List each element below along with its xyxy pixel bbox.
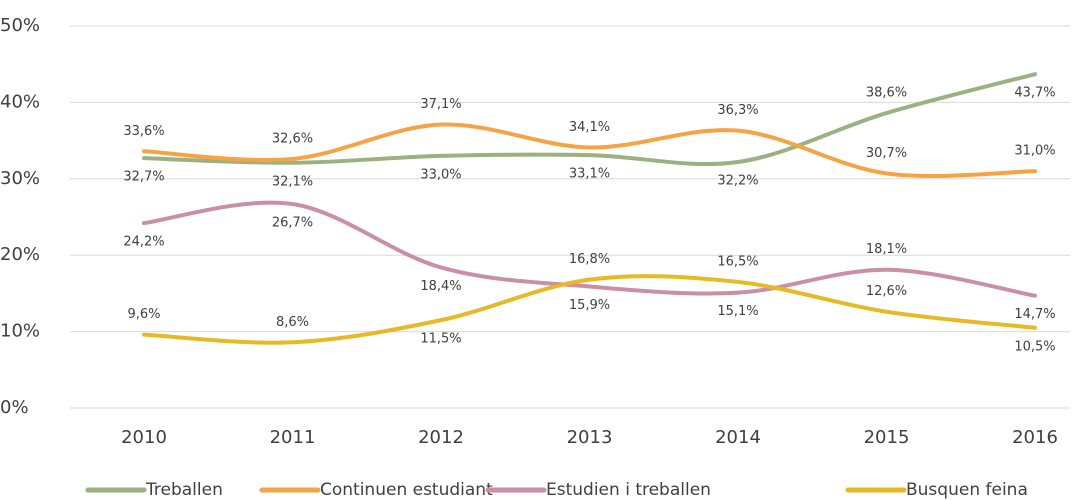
y-tick-label: 40% xyxy=(0,91,40,112)
data-label: 10,5% xyxy=(1014,339,1055,354)
y-tick-label: 30% xyxy=(0,168,40,189)
data-label: 32,6% xyxy=(272,131,313,146)
data-label: 18,1% xyxy=(866,242,907,257)
x-tick-label: 2011 xyxy=(270,427,316,448)
data-label: 32,2% xyxy=(717,173,758,188)
y-tick-label: 10% xyxy=(0,321,40,342)
data-label: 24,2% xyxy=(123,235,164,250)
data-label: 16,5% xyxy=(717,254,758,269)
x-tick-label: 2015 xyxy=(864,427,910,448)
data-label: 34,1% xyxy=(569,120,610,135)
data-label: 33,0% xyxy=(420,167,461,182)
legend-label: Continuen estudiant xyxy=(320,480,493,500)
data-label: 26,7% xyxy=(272,216,313,231)
legend-label: Treballen xyxy=(145,480,223,500)
data-label: 37,1% xyxy=(420,97,461,112)
data-label: 31,0% xyxy=(1014,144,1055,159)
data-label: 15,9% xyxy=(569,298,610,313)
data-label: 12,6% xyxy=(866,284,907,299)
data-label: 11,5% xyxy=(420,332,461,347)
data-label: 36,3% xyxy=(717,103,758,118)
y-tick-label: 0% xyxy=(0,397,29,418)
legend-label: Busquen feina xyxy=(906,480,1028,500)
series-line xyxy=(142,274,1037,345)
data-label: 33,6% xyxy=(123,124,164,139)
x-tick-label: 2016 xyxy=(1012,427,1058,448)
legend-label: Estudien i treballen xyxy=(546,480,711,500)
series-line xyxy=(142,122,1037,178)
data-label: 15,1% xyxy=(717,304,758,319)
x-tick-label: 2013 xyxy=(567,427,613,448)
data-label: 16,8% xyxy=(569,252,610,267)
y-tick-label: 20% xyxy=(0,244,40,265)
data-label: 32,1% xyxy=(272,174,313,189)
data-label: 30,7% xyxy=(866,146,907,161)
data-label: 14,7% xyxy=(1014,307,1055,322)
series-line xyxy=(142,72,1037,167)
x-tick-label: 2012 xyxy=(418,427,464,448)
x-tick-label: 2014 xyxy=(715,427,761,448)
x-tick-label: 2010 xyxy=(121,427,167,448)
data-label: 33,1% xyxy=(569,167,610,182)
data-label: 32,7% xyxy=(123,170,164,185)
data-label: 9,6% xyxy=(127,307,160,322)
data-label: 18,4% xyxy=(420,279,461,294)
series-line xyxy=(142,200,1037,298)
data-label: 43,7% xyxy=(1014,86,1055,101)
data-label: 38,6% xyxy=(866,86,907,101)
y-tick-label: 50% xyxy=(0,15,40,36)
data-label: 8,6% xyxy=(276,315,309,330)
